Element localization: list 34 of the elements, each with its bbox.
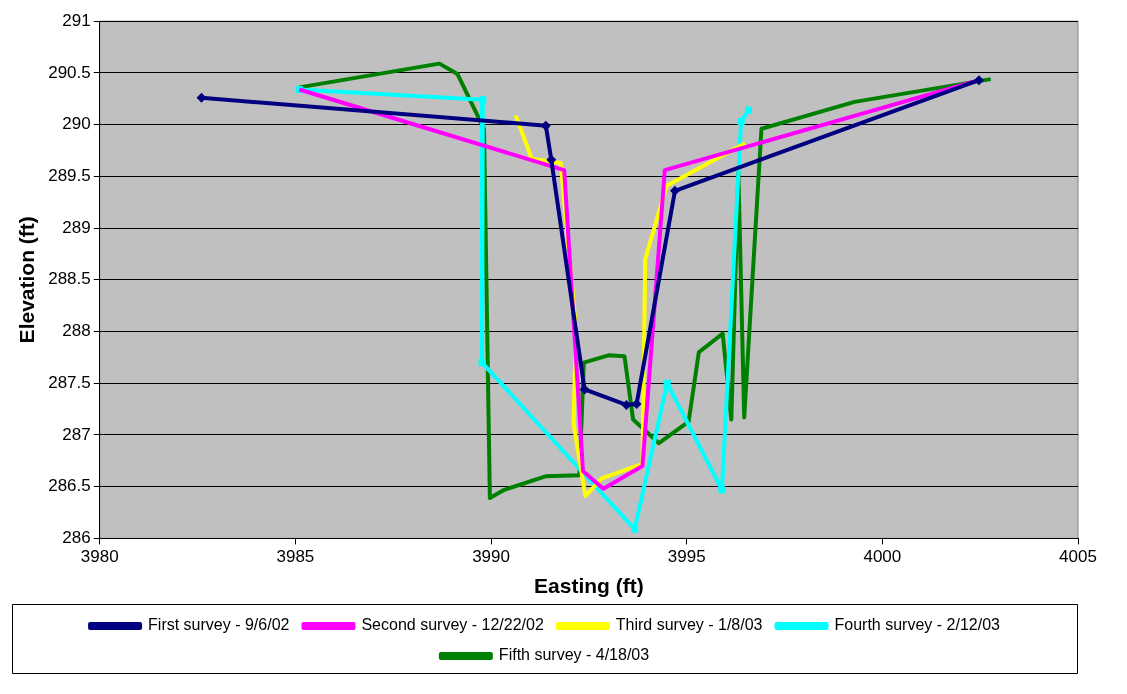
y-tick-label: 290.5: [48, 62, 91, 82]
legend-label: Second survey - 12/22/02: [361, 616, 544, 634]
point: [974, 75, 984, 86]
point: [669, 185, 680, 196]
legend-label: First survey - 9/6/02: [148, 616, 290, 634]
point: [737, 118, 745, 126]
legend-label: Third survey - 1/8/03: [615, 616, 763, 634]
y-tick-label: 289.5: [48, 166, 91, 186]
x-axis-title: Easting (ft): [534, 574, 644, 598]
y-tick-label: 286.5: [48, 476, 91, 496]
point: [744, 106, 753, 114]
x-tick-label: 3995: [667, 547, 706, 567]
y-axis-title: Elevation (ft): [15, 216, 39, 344]
legend-label: Fifth survey - 4/18/03: [498, 646, 650, 664]
legend-label: Fourth survey - 2/12/03: [834, 616, 1001, 634]
y-tick-label: 288: [62, 321, 91, 341]
y-tick-label: 286: [62, 528, 91, 548]
y-tick-label: 289: [62, 217, 91, 237]
y-tick-label: 287: [62, 424, 91, 444]
y-tick-label: 287.5: [48, 372, 91, 392]
point: [631, 525, 639, 533]
point: [546, 154, 557, 165]
x-tick-label: 3980: [80, 547, 119, 567]
y-tick-label: 291: [62, 10, 91, 30]
y-tick-label: 290: [62, 114, 91, 134]
point: [718, 486, 726, 494]
y-tick-label: 288.5: [48, 269, 91, 289]
x-tick-label: 4000: [863, 547, 902, 567]
point: [478, 359, 486, 367]
x-tick-label: 3985: [276, 547, 315, 567]
point: [663, 379, 671, 387]
point: [479, 96, 487, 104]
x-tick-label: 3990: [472, 547, 510, 567]
x-tick-label: 4005: [1059, 547, 1097, 567]
